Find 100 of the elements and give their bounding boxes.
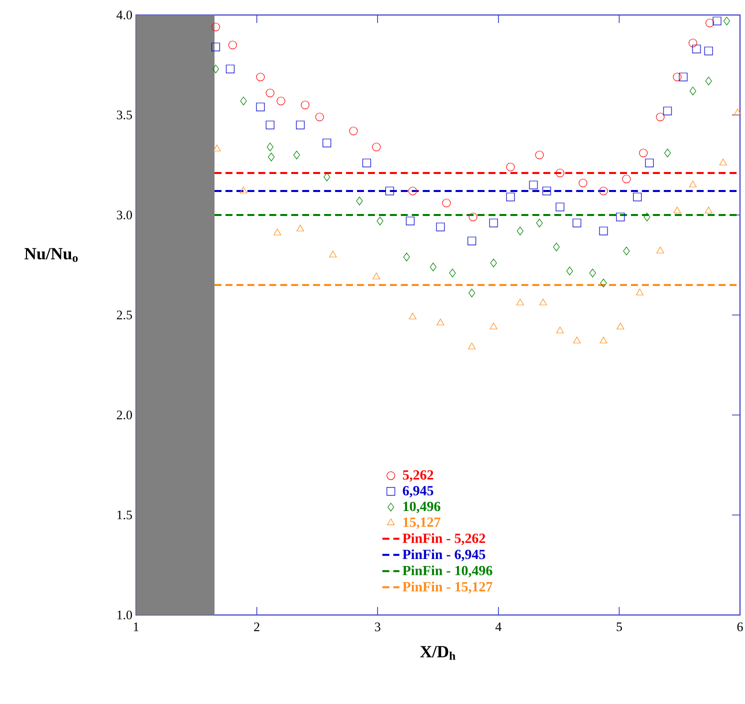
point bbox=[490, 322, 498, 330]
point bbox=[468, 212, 478, 222]
point bbox=[385, 186, 394, 196]
point bbox=[712, 16, 722, 26]
point bbox=[599, 186, 608, 196]
x-axis-title: X/D$_{h}$ bbox=[420, 646, 456, 660]
point bbox=[436, 318, 444, 326]
point bbox=[376, 216, 384, 226]
point bbox=[556, 168, 564, 178]
legend-label: 15,127 bbox=[403, 517, 440, 529]
point bbox=[436, 222, 445, 232]
point bbox=[616, 212, 625, 222]
point bbox=[690, 86, 696, 96]
point bbox=[516, 226, 524, 236]
point bbox=[639, 148, 648, 158]
point bbox=[372, 272, 380, 280]
legend-label: 5,262 bbox=[402, 470, 434, 482]
x-tick-label: 6 bbox=[737, 622, 743, 632]
point bbox=[211, 42, 220, 52]
point bbox=[536, 218, 543, 228]
point bbox=[566, 266, 573, 276]
point bbox=[408, 186, 417, 196]
point bbox=[276, 96, 286, 106]
point bbox=[542, 186, 552, 196]
x-tick-label: 1 bbox=[134, 622, 138, 632]
legend-label: 10,496 bbox=[403, 502, 440, 514]
y-tick-label: 3.0 bbox=[116, 210, 132, 220]
point bbox=[556, 202, 564, 212]
point bbox=[673, 206, 681, 214]
point bbox=[734, 108, 742, 116]
y-tick-label: 1.0 bbox=[117, 610, 132, 620]
point bbox=[362, 158, 372, 168]
y-tick-label: 3.5 bbox=[116, 110, 132, 120]
point bbox=[315, 112, 324, 122]
legend-label: PinFin - 10,496 bbox=[402, 565, 492, 578]
point bbox=[403, 252, 410, 262]
point bbox=[636, 288, 644, 296]
point bbox=[240, 186, 248, 194]
point bbox=[213, 144, 221, 152]
point bbox=[573, 336, 581, 344]
point bbox=[240, 96, 247, 106]
point bbox=[268, 152, 275, 162]
legend-label: PinFin - 5,262 bbox=[402, 533, 486, 546]
point bbox=[266, 142, 274, 152]
point bbox=[468, 236, 476, 246]
point bbox=[663, 106, 672, 116]
y-tick-label: 2.5 bbox=[116, 310, 132, 320]
point bbox=[266, 120, 274, 130]
x-tick-label: 2 bbox=[254, 622, 260, 632]
point bbox=[256, 72, 265, 82]
y-axis-title: Nu/Nu$_{o}$ bbox=[24, 248, 78, 262]
x-tick-label: 3 bbox=[374, 622, 380, 632]
point bbox=[293, 150, 300, 160]
point bbox=[506, 192, 515, 202]
point bbox=[406, 216, 415, 226]
point bbox=[506, 162, 515, 172]
point bbox=[468, 342, 476, 350]
point bbox=[329, 250, 337, 258]
x-tick-label: 5 bbox=[616, 622, 622, 632]
x-tick-label: 4 bbox=[495, 622, 502, 632]
point bbox=[678, 72, 688, 82]
point bbox=[529, 180, 538, 190]
legend-label: PinFin - 15,127 bbox=[402, 582, 492, 594]
legend-label: 6,945 bbox=[402, 486, 434, 498]
point bbox=[490, 258, 497, 268]
point bbox=[356, 196, 363, 206]
y-tick-label: 4.0 bbox=[116, 10, 132, 20]
y-tick-label: 2.0 bbox=[116, 410, 132, 420]
point bbox=[656, 246, 664, 254]
point bbox=[645, 158, 654, 168]
point bbox=[408, 312, 416, 320]
point bbox=[535, 150, 544, 160]
point bbox=[372, 142, 381, 152]
point bbox=[322, 138, 332, 148]
point bbox=[211, 22, 220, 32]
point bbox=[324, 172, 330, 182]
point bbox=[296, 224, 304, 232]
point bbox=[664, 148, 671, 158]
point bbox=[623, 246, 630, 256]
point bbox=[616, 322, 624, 330]
point bbox=[633, 192, 642, 202]
point bbox=[589, 268, 596, 278]
point bbox=[688, 38, 698, 48]
point bbox=[719, 158, 727, 166]
point bbox=[578, 178, 588, 188]
point bbox=[706, 18, 714, 28]
point bbox=[226, 64, 235, 74]
point bbox=[539, 298, 547, 306]
point bbox=[704, 46, 713, 56]
point bbox=[442, 198, 451, 208]
point bbox=[300, 100, 310, 110]
point bbox=[556, 326, 564, 334]
point bbox=[266, 88, 274, 98]
point bbox=[692, 44, 701, 54]
y-tick-label: 1.5 bbox=[117, 510, 132, 520]
point bbox=[430, 262, 436, 272]
point bbox=[516, 298, 524, 306]
point bbox=[449, 268, 456, 278]
point bbox=[572, 218, 582, 228]
point bbox=[468, 288, 476, 298]
